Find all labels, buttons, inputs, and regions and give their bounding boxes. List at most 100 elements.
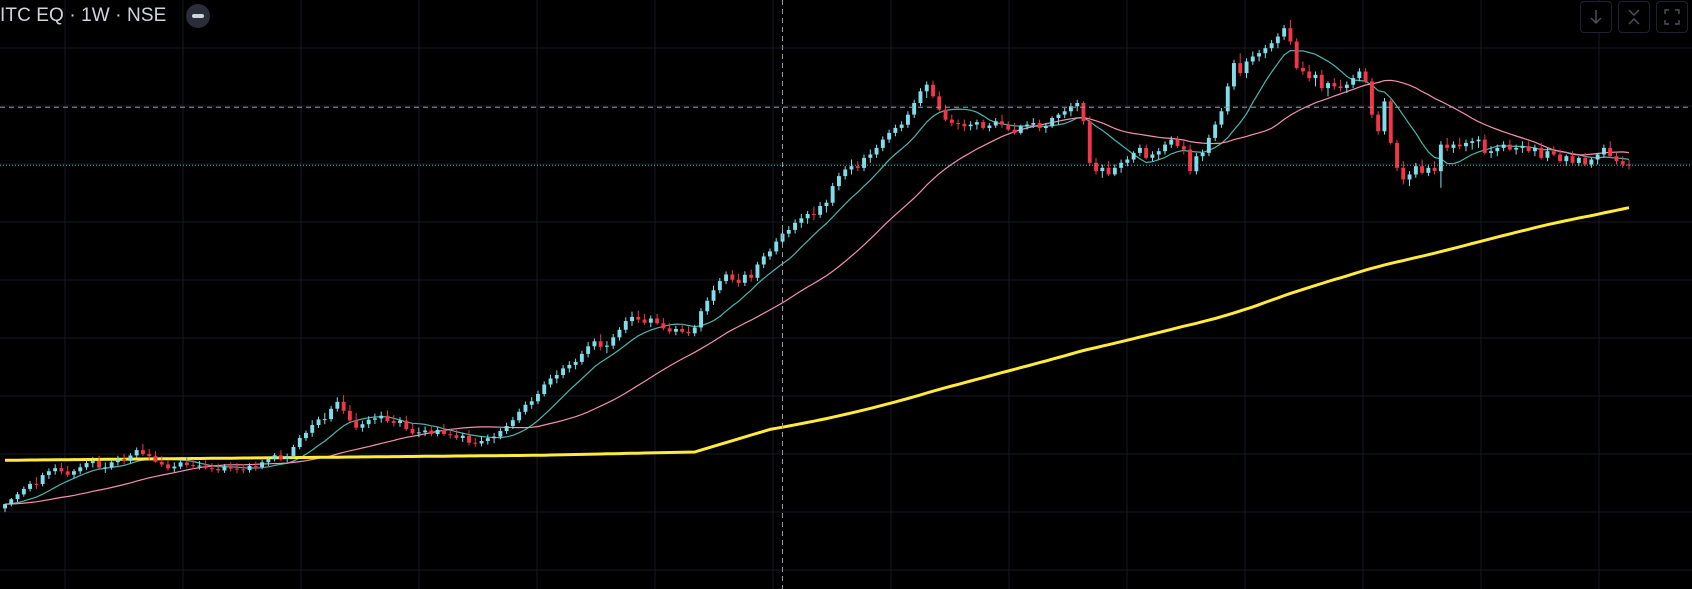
candle [1564, 154, 1569, 167]
candle-body [567, 364, 572, 369]
candle [931, 80, 935, 98]
candle [1388, 98, 1393, 145]
candle [1370, 78, 1374, 118]
fullscreen-button[interactable] [1656, 1, 1688, 33]
candle [849, 159, 854, 175]
candle [216, 463, 221, 474]
candle-body [1457, 144, 1462, 147]
candle-body [617, 329, 622, 338]
candle-body [786, 230, 791, 234]
candle [887, 129, 892, 143]
candle-body [906, 114, 910, 125]
candle-body [109, 462, 114, 468]
candle [1583, 152, 1588, 167]
candle [1075, 99, 1080, 112]
candle [1043, 123, 1048, 133]
candle-body [1031, 123, 1036, 125]
candle-body [498, 431, 503, 437]
candle [1614, 152, 1619, 165]
candle-body [742, 274, 747, 283]
candle [1263, 44, 1268, 59]
candle [1307, 64, 1312, 82]
collapse-button[interactable] [1618, 1, 1650, 33]
candle [573, 358, 578, 370]
candle [316, 416, 321, 428]
candle-body [1232, 63, 1236, 87]
candle [1206, 134, 1211, 157]
candle [636, 310, 641, 324]
scroll-down-button[interactable] [1580, 1, 1612, 33]
candle [1012, 123, 1017, 135]
candle [1344, 81, 1349, 94]
candle [379, 411, 384, 423]
candle [918, 88, 923, 107]
candle-body [1570, 156, 1575, 163]
candle [805, 210, 810, 224]
candle-body [1288, 28, 1293, 42]
candle [674, 325, 678, 336]
candle [1514, 144, 1519, 155]
candle-body [862, 157, 866, 168]
candle-body [1307, 71, 1312, 79]
candle-body [623, 321, 628, 330]
sma-200-line [4, 206, 1630, 462]
candle [1445, 137, 1450, 152]
candle [893, 124, 898, 137]
candle-body [1595, 154, 1600, 160]
candle [1194, 152, 1199, 175]
candle-body [1583, 157, 1588, 165]
candle-body [736, 279, 741, 283]
candle [517, 408, 522, 423]
candle [642, 313, 647, 325]
candle [178, 459, 183, 470]
candle-body [1533, 147, 1537, 152]
candle-body [1357, 71, 1362, 79]
candle [40, 472, 45, 487]
candle-body [454, 435, 459, 438]
candle [605, 341, 609, 354]
candle-body [705, 300, 710, 312]
candle-body [824, 202, 829, 206]
candle-body [442, 429, 446, 435]
legend-collapse-button[interactable] [186, 4, 211, 28]
candle-body [1043, 126, 1048, 128]
candle [498, 428, 503, 440]
candle-body [1489, 151, 1493, 153]
chart-legend: ITC EQ · 1W · NSE [0, 4, 211, 28]
candle [523, 401, 528, 415]
candle-body [1507, 144, 1512, 150]
candle-body [1482, 139, 1487, 153]
candle [548, 374, 553, 388]
candle [993, 118, 998, 128]
candle [811, 206, 816, 221]
candle [1200, 149, 1205, 162]
candle [1520, 141, 1525, 153]
candle [210, 463, 214, 473]
candle-body [811, 214, 816, 215]
candle [692, 324, 697, 337]
candle-body [1200, 152, 1205, 157]
candle-body [297, 438, 302, 447]
candle-body [699, 311, 703, 328]
candle [398, 417, 402, 427]
candle-body [818, 206, 823, 215]
candle-body [761, 256, 766, 265]
candle-body [366, 419, 371, 425]
candle-body [128, 455, 133, 461]
candle-body [949, 119, 954, 123]
candle [1257, 49, 1261, 62]
candle-body [1301, 68, 1305, 72]
candle [9, 498, 14, 507]
candle-body [1551, 151, 1556, 155]
candle-body [1319, 74, 1324, 89]
candle [786, 226, 791, 238]
arrow-down-icon [1590, 10, 1602, 24]
candle [1087, 116, 1092, 167]
candle-body [830, 186, 835, 203]
candle-body [1238, 63, 1243, 74]
candle [1181, 141, 1186, 155]
candle-body [1275, 36, 1280, 44]
candle-body [937, 96, 942, 110]
